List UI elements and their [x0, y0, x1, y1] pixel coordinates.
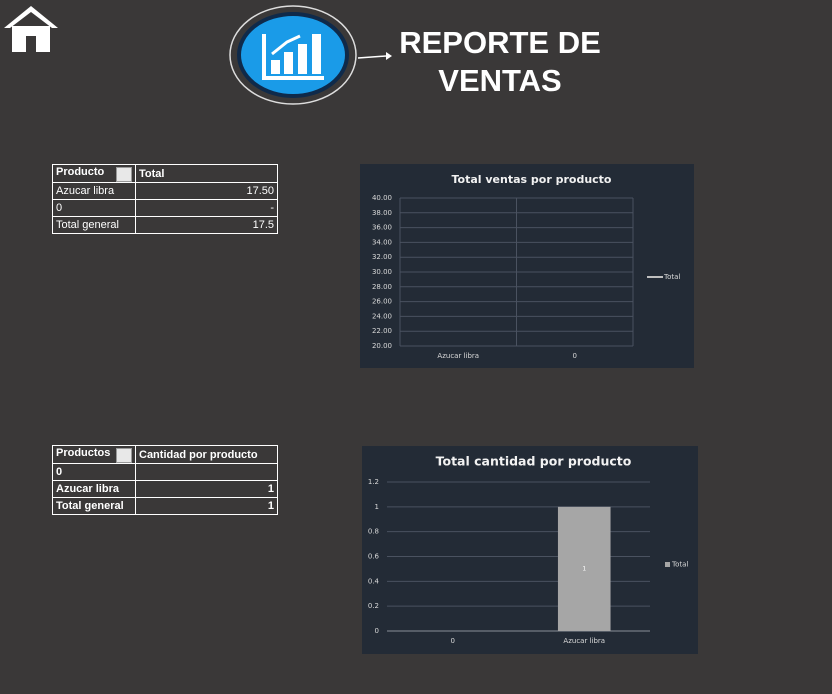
- header-text: Total: [139, 167, 165, 180]
- chart-background: [362, 446, 698, 654]
- y-tick-label: 0.8: [368, 528, 379, 536]
- table-cell: 1: [135, 480, 278, 498]
- filter-button[interactable]: [116, 166, 132, 182]
- y-tick-label: 0: [375, 627, 379, 635]
- y-tick-label: 22.00: [372, 327, 392, 335]
- table-row: 0: [52, 463, 278, 481]
- table-cell: 1: [135, 497, 278, 515]
- y-tick-label: 36.00: [372, 224, 392, 232]
- x-tick-label: Azucar libra: [437, 352, 479, 360]
- table-row: Total general 17.5: [52, 216, 278, 234]
- y-tick-label: 0.4: [368, 577, 380, 585]
- table-cell: Azucar libra: [52, 182, 136, 200]
- page-title: REPORTE DE VENTAS: [399, 25, 601, 98]
- header-text: Producto: [56, 165, 105, 178]
- chart-background: [360, 164, 694, 368]
- table-cell: Total general: [52, 497, 136, 515]
- header-cell: Cantidad por producto: [135, 445, 278, 464]
- table-row: Azucar libra 1: [52, 480, 278, 498]
- filter-button[interactable]: [116, 447, 132, 463]
- table-cell: 0: [52, 199, 136, 217]
- chart: Total cantidad por producto 0 0.2 0.4 0.6 0.8…: [362, 446, 698, 654]
- bar: [557, 506, 611, 631]
- pivot-table: Producto Total Azucar libra 17.50 0- Total ge…: [52, 164, 278, 234]
- chart-title: Total cantidad por producto: [436, 454, 632, 469]
- header-cell: Productos: [52, 445, 136, 464]
- header-text: Productos: [56, 446, 111, 459]
- chart-icon: [262, 34, 324, 80]
- header-graphics: [4, 5, 392, 105]
- y-tick-label: 24.00: [372, 312, 392, 320]
- y-tick-label: 26.00: [372, 298, 392, 306]
- y-tick-label: 28.00: [372, 283, 392, 291]
- header-cell: Producto: [52, 164, 136, 183]
- table-cell: [135, 463, 278, 481]
- table-cell: 17.50: [135, 182, 278, 200]
- chart: Total ventas por producto 20.00 22.00 24.00…: [360, 164, 694, 368]
- header-row: Productos Cantidad por producto: [52, 445, 278, 464]
- table-cell: 17.5: [135, 216, 278, 234]
- y-tick-label: 34.00: [372, 238, 392, 246]
- y-tick-label: 0.6: [368, 553, 380, 561]
- y-tick-label: 32.00: [372, 253, 392, 261]
- y-tick-label: 0.2: [368, 602, 379, 610]
- bar-label: 1: [582, 565, 586, 572]
- y-tick-label: 20.00: [372, 342, 392, 350]
- y-tick-label: 38.00: [372, 209, 392, 217]
- table-row: 0-: [52, 199, 278, 217]
- x-tick-label: 0: [573, 352, 577, 360]
- legend-marker: [665, 562, 670, 567]
- x-tick-label: 0: [451, 637, 455, 645]
- table-cell: Azucar libra: [52, 480, 136, 498]
- x-tick-label: Azucar libra: [563, 637, 605, 645]
- table-row: Total general 1: [52, 497, 278, 515]
- pivot-table: Productos Cantidad por producto 0 Azucar li…: [52, 445, 278, 515]
- legend-label: Total: [671, 561, 688, 569]
- legend-label: Total: [663, 273, 680, 281]
- table-cell: 0: [52, 463, 136, 481]
- y-tick-label: 1.2: [368, 478, 379, 486]
- header-text: Cantidad por producto: [139, 448, 258, 461]
- table-row: Azucar libra 17.50: [52, 182, 278, 200]
- header-row: Producto Total: [52, 164, 278, 183]
- y-tick-label: 40.00: [372, 194, 392, 202]
- table-cell: Total general: [52, 216, 136, 234]
- y-tick-label: 30.00: [372, 268, 392, 276]
- table-cell: -: [135, 199, 278, 217]
- chart-title: Total ventas por producto: [452, 173, 612, 186]
- header-cell: Total: [135, 164, 278, 183]
- home-icon[interactable]: [4, 6, 58, 52]
- y-tick-label: 1: [375, 503, 379, 511]
